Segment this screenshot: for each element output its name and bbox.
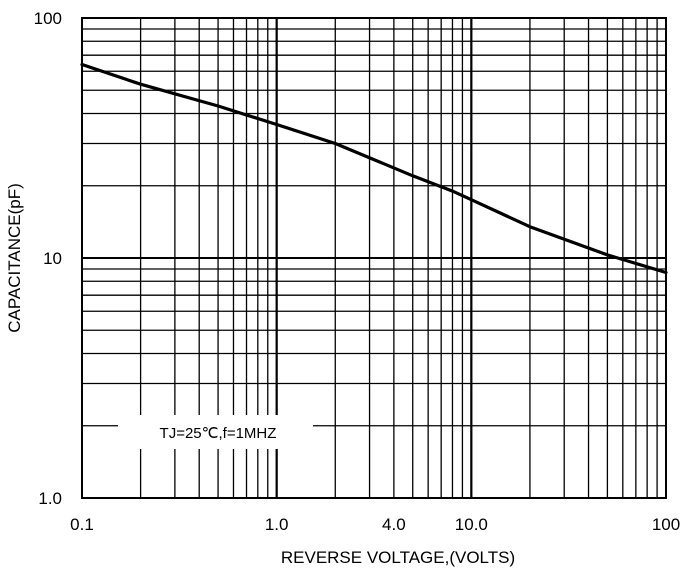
y-tick-label: 1.0 [38, 489, 62, 508]
y-tick-label: 100 [34, 9, 62, 28]
annotation-text: TJ=25℃,f=1MHZ [160, 425, 277, 442]
x-tick-label: 4.0 [382, 515, 406, 534]
y-tick-label: 10 [43, 249, 62, 268]
plot-frame [81, 17, 667, 499]
capacitance-curve [80, 62, 668, 275]
annotation-background [118, 415, 313, 449]
annotation-box: TJ=25℃,f=1MHZ [118, 415, 313, 449]
x-tick-label: 100 [652, 515, 680, 534]
x-tick-labels: 0.1 1.0 4.0 10.0 100 [70, 515, 680, 534]
x-axis-label: REVERSE VOLTAGE,(VOLTS) [281, 548, 515, 567]
x-tick-label: 1.0 [265, 515, 289, 534]
y-axis-label: CAPACITANCE(pF) [5, 183, 24, 333]
x-tick-label: 0.1 [70, 515, 94, 534]
capacitance-curve-group [80, 62, 668, 275]
y-tick-labels: 1.0 10 100 [34, 9, 62, 508]
x-tick-label: 10.0 [455, 515, 488, 534]
